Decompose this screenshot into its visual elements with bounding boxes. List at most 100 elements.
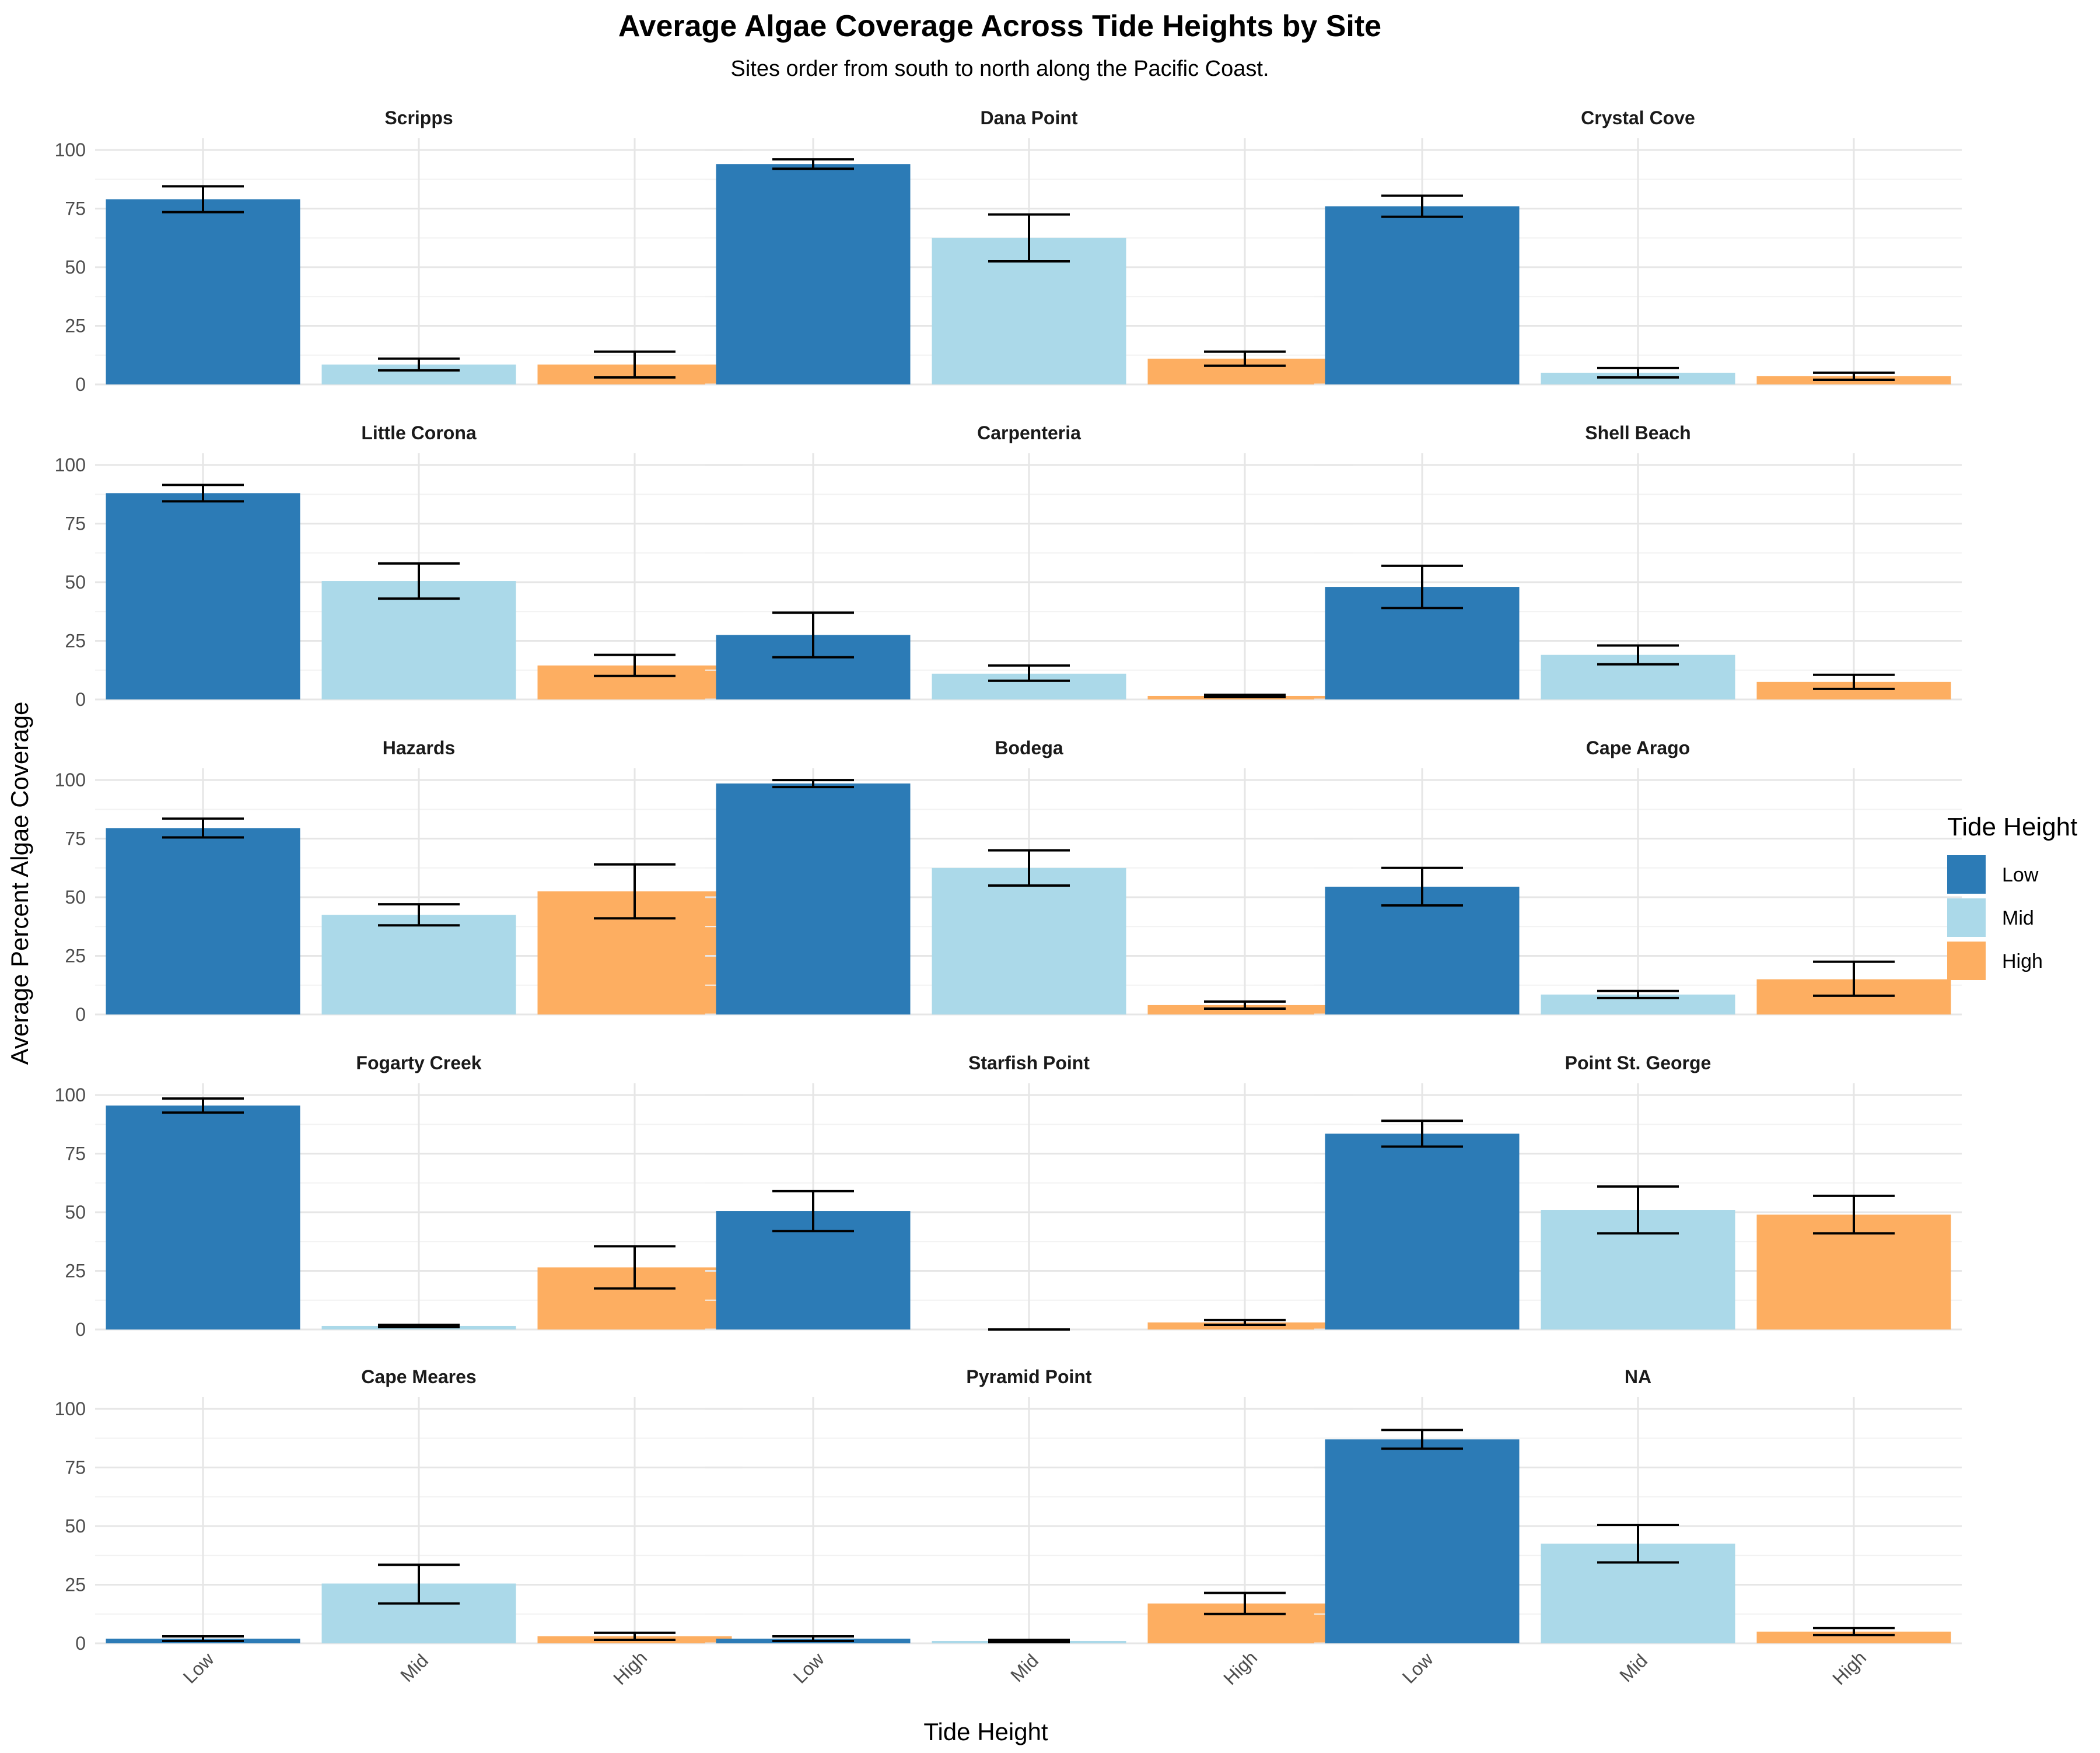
facet-panel-dana-point: Dana Point <box>705 107 1353 386</box>
error-bar-mid <box>378 357 460 372</box>
facets: Scripps 0 25 50 75 100 Dana Point Crystal Cove L… <box>55 107 1962 1689</box>
facet-label: Hazards <box>383 737 456 758</box>
y-tick-label: 50 <box>65 1202 86 1223</box>
facet-label: NA <box>1625 1366 1651 1387</box>
error-bar-mid <box>1597 1185 1679 1235</box>
legend-swatch-low <box>1947 855 1986 894</box>
error-bar-low <box>1381 1429 1463 1450</box>
facet-panel-carpenteria: Carpenteria <box>705 422 1353 701</box>
bar-mid <box>1541 372 1735 384</box>
facet-panel-point-st-george: Point St. George <box>1314 1052 1962 1331</box>
bar-mid <box>321 915 516 1014</box>
error-bar-low <box>162 185 244 214</box>
legend-item-low: Low <box>1947 855 2039 894</box>
error-bar-mid <box>988 664 1070 682</box>
error-bar-mid <box>1597 644 1679 666</box>
bar-low <box>1325 206 1520 384</box>
y-tick-label: 100 <box>55 1398 86 1419</box>
y-tick-label: 75 <box>65 1457 86 1478</box>
error-bar-high <box>1813 1626 1895 1636</box>
facet-label: Carpenteria <box>977 422 1081 443</box>
y-tick-label: 75 <box>65 198 86 219</box>
legend-item-mid: Mid <box>1947 898 2034 937</box>
error-bar-mid <box>988 213 1070 263</box>
bar-low <box>716 164 911 384</box>
error-bar-high <box>1813 1194 1895 1235</box>
y-tick-label: 75 <box>65 513 86 534</box>
y-tick-label: 50 <box>65 1516 86 1537</box>
error-bar-low <box>772 158 854 170</box>
y-tick-label: 0 <box>75 374 86 395</box>
facet-label: Dana Point <box>980 107 1077 128</box>
error-bar-high <box>1813 371 1895 381</box>
y-tick-label: 100 <box>55 1084 86 1105</box>
y-tick-label: 0 <box>75 689 86 710</box>
facet-label: Cape Arago <box>1586 737 1690 758</box>
facet-label: Fogarty Creek <box>356 1052 481 1073</box>
legend-label-high: High <box>2002 950 2043 972</box>
y-tick-label: 25 <box>65 1261 86 1282</box>
y-tick-label: 75 <box>65 828 86 849</box>
error-bar-low <box>162 484 244 503</box>
error-bar-low <box>1381 866 1463 907</box>
y-tick-label: 25 <box>65 316 86 337</box>
error-bar-high <box>594 1245 676 1290</box>
error-bar-mid <box>988 1638 1070 1643</box>
error-bar-high <box>1813 960 1895 997</box>
facet-label: Crystal Cove <box>1581 107 1695 128</box>
y-tick-label: 100 <box>55 139 86 160</box>
y-tick-label: 0 <box>75 1319 86 1340</box>
error-bar-high <box>594 863 676 920</box>
bar-low <box>106 828 300 1014</box>
legend-title: Tide Height <box>1947 813 2077 841</box>
error-bar-low <box>162 1097 244 1114</box>
y-tick-label: 25 <box>65 1574 86 1595</box>
error-bar-low <box>1381 564 1463 610</box>
error-bar-high <box>1204 1591 1286 1615</box>
error-bar-low <box>772 1635 854 1642</box>
error-bar-mid <box>1597 989 1679 999</box>
bar-low <box>1325 1133 1520 1329</box>
bar-low <box>106 493 300 699</box>
legend-label-low: Low <box>2002 864 2039 886</box>
facet-panel-scripps: Scripps 0 25 50 75 100 <box>55 107 743 395</box>
bar-low <box>106 1105 300 1329</box>
y-tick-label: 100 <box>55 769 86 790</box>
facet-panel-fogarty-creek: Fogarty Creek 0 25 50 75 100 <box>55 1052 743 1340</box>
facet-label: Starfish Point <box>968 1052 1090 1073</box>
error-bar-high <box>1813 673 1895 690</box>
bar-high <box>1147 1005 1342 1014</box>
y-tick-label: 100 <box>55 454 86 475</box>
facet-panel-hazards: Hazards 0 25 50 75 100 <box>55 737 743 1025</box>
facet-label: Point St. George <box>1565 1052 1712 1073</box>
facet-label: Shell Beach <box>1585 422 1690 443</box>
facet-label: Bodega <box>995 737 1063 758</box>
error-bar-low <box>162 1635 244 1642</box>
facet-label: Little Corona <box>361 422 477 443</box>
y-tick-label: 75 <box>65 1143 86 1164</box>
y-tick-label: 50 <box>65 887 86 908</box>
x-axis-label: Tide Height <box>923 1718 1048 1745</box>
bar-low <box>716 783 911 1014</box>
error-bar-high <box>1204 693 1286 698</box>
error-bar-high <box>594 653 676 677</box>
chart-title: Average Algae Coverage Across Tide Heigh… <box>618 9 1381 43</box>
error-bar-mid <box>1597 366 1679 379</box>
error-bar-high <box>1204 1000 1286 1010</box>
error-bar-high <box>1204 1318 1286 1326</box>
facet-panel-crystal-cove: Crystal Cove <box>1314 107 1962 386</box>
error-bar-low <box>162 817 244 839</box>
error-bar-low <box>1381 1119 1463 1148</box>
bar-high <box>1756 1631 1951 1643</box>
legend-label-mid: Mid <box>2002 907 2034 929</box>
facet-panel-little-corona: Little Corona 0 25 50 75 100 <box>55 422 743 710</box>
error-bar-mid <box>378 903 460 927</box>
facet-panel-shell-beach: Shell Beach <box>1314 422 1962 701</box>
y-tick-label: 25 <box>65 946 86 967</box>
error-bar-high <box>594 350 676 379</box>
y-tick-label: 50 <box>65 257 86 278</box>
error-bar-low <box>772 611 854 659</box>
